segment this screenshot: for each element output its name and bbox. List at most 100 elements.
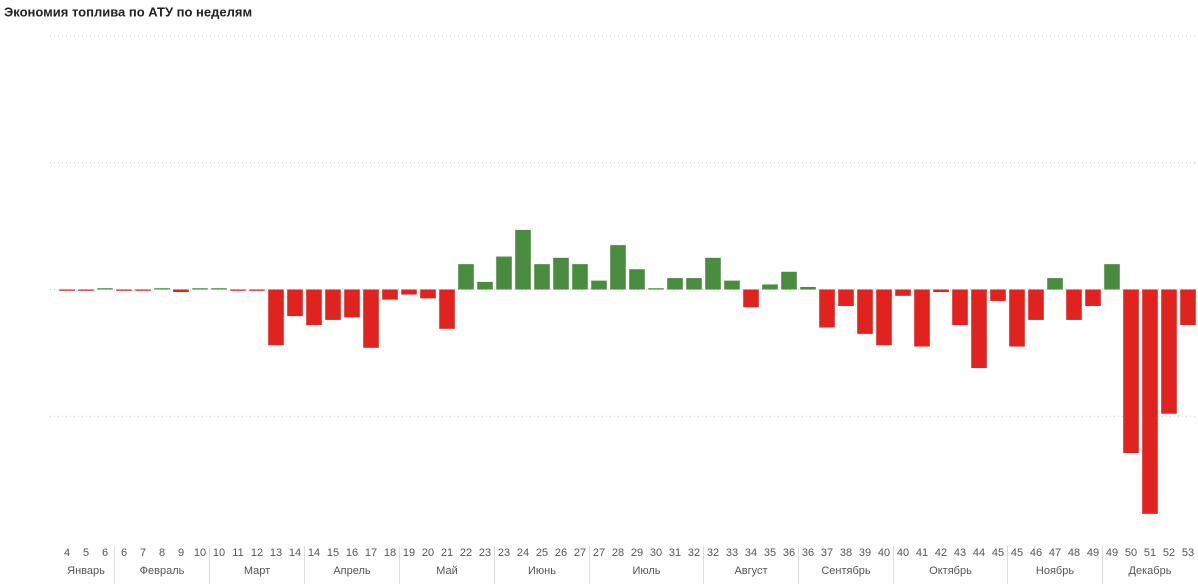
- month-label: Май: [436, 565, 458, 577]
- bar: [648, 288, 664, 290]
- bar: [401, 289, 417, 295]
- x-tick-label: 8: [159, 547, 165, 559]
- x-tick-label: 26: [555, 547, 567, 559]
- bar: [363, 289, 379, 348]
- bar: [477, 281, 493, 290]
- chart-title: Экономия топлива по АТУ по неделям: [4, 4, 252, 19]
- bar: [249, 289, 265, 291]
- x-tick-label: 21: [441, 547, 453, 559]
- bar: [78, 289, 94, 291]
- bar: [515, 229, 531, 290]
- x-tick-label: 23: [479, 547, 491, 559]
- bar: [838, 289, 854, 306]
- bar: [344, 289, 360, 318]
- month-label: Декабрь: [1129, 565, 1172, 577]
- x-tick-label: 18: [384, 547, 396, 559]
- x-tick-label: 19: [403, 547, 415, 559]
- x-tick-label: 11: [232, 547, 243, 559]
- x-tick-label: 9: [178, 547, 184, 559]
- x-tick-label: 15: [327, 547, 339, 559]
- x-tick-label: 51: [1144, 547, 1156, 559]
- x-tick-label: 32: [688, 547, 700, 559]
- x-tick-label: 13: [270, 547, 282, 559]
- month-label: Ноябрь: [1036, 565, 1074, 577]
- month-label: Апрель: [333, 565, 371, 577]
- bar: [135, 289, 151, 291]
- bar: [1161, 289, 1177, 414]
- x-tick-label: 22: [460, 547, 472, 559]
- x-tick-label: 10: [194, 547, 206, 559]
- bar: [230, 289, 246, 291]
- x-tick-label: 40: [897, 547, 909, 559]
- x-tick-label: 7: [140, 547, 146, 559]
- bar: [553, 257, 569, 290]
- bar: [591, 280, 607, 290]
- bar: [1028, 289, 1044, 320]
- x-tick-label: 36: [783, 547, 795, 559]
- bar: [1104, 264, 1120, 290]
- month-label: Июнь: [528, 565, 556, 577]
- x-tick-label: 6: [102, 547, 108, 559]
- month-label: Март: [244, 565, 270, 577]
- bar: [1009, 289, 1025, 347]
- month-label: Сентябрь: [821, 565, 871, 577]
- x-tick-label: 27: [574, 547, 586, 559]
- x-tick-label: 49: [1106, 547, 1118, 559]
- x-tick-label: 44: [973, 547, 985, 559]
- bar: [116, 289, 132, 291]
- x-tick-label: 34: [745, 547, 757, 559]
- bar: [458, 264, 474, 290]
- bar: [800, 286, 816, 290]
- x-tick-label: 24: [517, 547, 529, 559]
- bar: [933, 289, 949, 293]
- x-tick-label: 36: [802, 547, 814, 559]
- x-tick-label: 27: [593, 547, 605, 559]
- x-tick-label: 31: [669, 547, 681, 559]
- month-label: Август: [734, 565, 767, 577]
- bar: [629, 269, 645, 290]
- bar: [173, 289, 189, 293]
- bar: [762, 284, 778, 290]
- bar: [211, 288, 227, 290]
- bar: [876, 289, 892, 346]
- bar: [1085, 289, 1101, 306]
- bar: [895, 289, 911, 296]
- bar: [1123, 289, 1139, 454]
- x-tick-label: 17: [365, 547, 377, 559]
- bar: [971, 289, 987, 369]
- x-tick-label: 43: [954, 547, 966, 559]
- x-tick-label: 32: [707, 547, 719, 559]
- bar: [496, 256, 512, 290]
- bar: [610, 245, 626, 290]
- x-tick-label: 4: [64, 547, 70, 559]
- bar: [705, 257, 721, 290]
- bar: [857, 289, 873, 334]
- x-tick-label: 23: [498, 547, 510, 559]
- x-tick-label: 37: [821, 547, 833, 559]
- bar: [990, 289, 1006, 301]
- x-tick-label: 14: [289, 547, 301, 559]
- bar: [686, 278, 702, 290]
- bar: [914, 289, 930, 347]
- bar: [1047, 278, 1063, 290]
- bar: [97, 288, 113, 290]
- x-tick-label: 46: [1030, 547, 1042, 559]
- x-tick-label: 6: [121, 547, 127, 559]
- bar: [1180, 289, 1196, 325]
- bar: [1066, 289, 1082, 320]
- month-label: Январь: [67, 565, 105, 577]
- x-tick-label: 12: [251, 547, 263, 559]
- x-tick-label: 45: [1011, 547, 1023, 559]
- x-tick-label: 16: [346, 547, 358, 559]
- x-tick-label: 20: [422, 547, 434, 559]
- x-tick-label: 47: [1049, 547, 1061, 559]
- bar: [382, 289, 398, 300]
- bar: [268, 289, 284, 346]
- x-tick-label: 41: [916, 547, 928, 559]
- bar: [667, 278, 683, 290]
- month-label: Июль: [632, 565, 660, 577]
- x-tick-label: 50: [1125, 547, 1137, 559]
- x-tick-label: 53: [1182, 547, 1194, 559]
- bar: [572, 264, 588, 290]
